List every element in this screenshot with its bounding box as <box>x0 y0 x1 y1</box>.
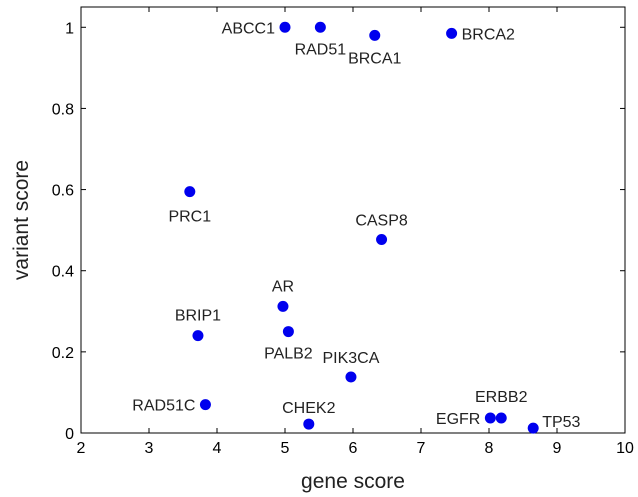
x-tick-label: 6 <box>349 440 358 457</box>
y-tick-label: 0.4 <box>52 264 74 281</box>
plot-area <box>80 6 626 434</box>
point-label-rad51c: RAD51C <box>132 398 195 415</box>
x-axis-title: gene score <box>301 470 405 493</box>
data-point-ar <box>277 300 289 312</box>
data-point-egfr <box>484 412 496 424</box>
x-tick-label: 7 <box>417 440 426 457</box>
data-point-brca2 <box>446 27 458 39</box>
point-label-brip1: BRIP1 <box>175 308 221 325</box>
point-label-brca2: BRCA2 <box>462 26 515 43</box>
data-point-pik3ca <box>345 371 357 383</box>
x-tick-label: 8 <box>485 440 494 457</box>
point-label-ar: AR <box>272 278 294 295</box>
y-tick-label: 0 <box>65 426 74 443</box>
data-points <box>184 21 539 434</box>
point-label-casp8: CASP8 <box>355 212 408 229</box>
y-axis-ticks: 0 0.2 0.4 0.6 0.8 1 <box>52 20 625 443</box>
data-point-brca1 <box>369 29 381 41</box>
y-axis-title: variant score <box>10 160 33 280</box>
point-label-rad51: RAD51 <box>295 41 347 58</box>
data-point-erbb2 <box>495 412 507 424</box>
data-point-abcc1 <box>279 21 291 33</box>
data-point-brip1 <box>192 330 204 342</box>
y-tick-label: 0.6 <box>52 183 74 200</box>
point-label-brca1: BRCA1 <box>348 50 401 67</box>
data-point-tp53 <box>527 422 539 434</box>
point-label-chek2: CHEK2 <box>282 400 335 417</box>
point-label-tp53: TP53 <box>542 414 580 431</box>
x-axis-ticks: 2 3 4 5 6 7 8 9 10 <box>77 7 634 457</box>
data-point-rad51c <box>199 399 211 411</box>
point-label-palb2: PALB2 <box>264 346 313 363</box>
x-tick-label: 2 <box>77 440 86 457</box>
point-label-pik3ca: PIK3CA <box>322 350 379 367</box>
point-label-abcc1: ABCC1 <box>222 20 275 37</box>
x-tick-label: 10 <box>616 440 634 457</box>
x-tick-label: 4 <box>213 440 222 457</box>
data-point-casp8 <box>376 233 388 245</box>
point-label-prc1: PRC1 <box>168 209 211 226</box>
x-tick-label: 5 <box>281 440 290 457</box>
data-point-rad51 <box>314 21 326 33</box>
point-label-erbb2: ERBB2 <box>475 389 528 406</box>
point-label-egfr: EGFR <box>436 411 480 428</box>
x-tick-label: 3 <box>145 440 154 457</box>
y-tick-label: 0.8 <box>52 101 74 118</box>
y-tick-label: 1 <box>65 20 74 37</box>
data-point-palb2 <box>282 326 294 338</box>
y-tick-label: 0.2 <box>52 345 74 362</box>
x-tick-label: 9 <box>553 440 562 457</box>
data-point-chek2 <box>303 418 315 430</box>
data-point-prc1 <box>184 186 196 198</box>
